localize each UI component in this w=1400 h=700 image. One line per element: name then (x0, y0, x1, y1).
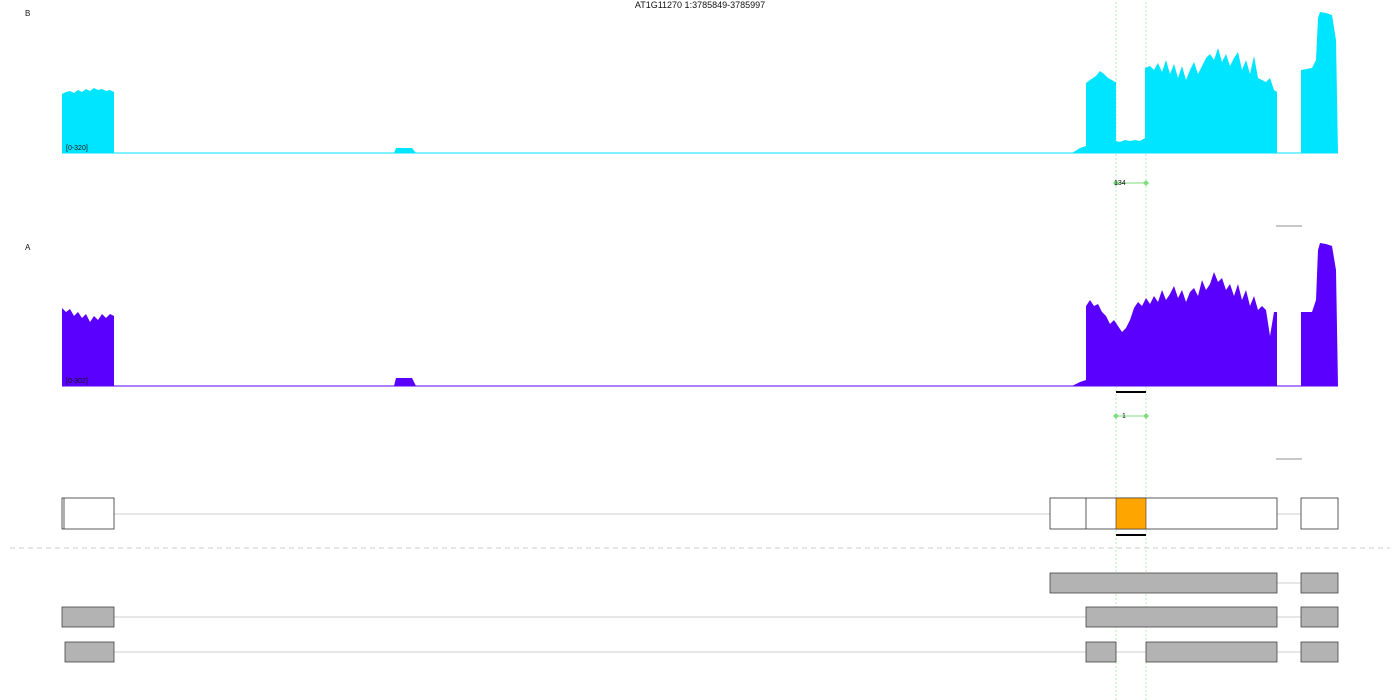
panel-b-range-label: [0-320] (66, 145, 88, 152)
junction-count-b: 134 (1114, 180, 1126, 187)
coverage-track-b (62, 12, 1338, 153)
plot-title: AT1G11270 1:3785849-3785997 (635, 0, 765, 10)
transcript-3 (64, 641, 1339, 663)
gene-exon-1 (61, 497, 115, 530)
panel-a-range-label: [0-302] (66, 378, 88, 385)
coverage-panel-b: B [0-320] 134 (25, 9, 1338, 227)
junction-count-a: 1 (1122, 413, 1126, 420)
panel-a-label: A (25, 243, 31, 252)
gene-exon-3 (1300, 497, 1339, 530)
coverage-track-a (62, 243, 1338, 386)
panel-b-label: B (25, 9, 30, 18)
gene-exon-2 (1049, 497, 1278, 530)
transcript-1 (1049, 572, 1339, 594)
transcript-2 (61, 606, 1339, 628)
junction-arc-a: 1 (1113, 413, 1149, 420)
coverage-panel-a: A [0-302] 1 (25, 243, 1338, 460)
highlighted-exon (1115, 497, 1147, 530)
gene-model (61, 497, 1339, 536)
junction-arc-b: 134 (1113, 180, 1149, 187)
